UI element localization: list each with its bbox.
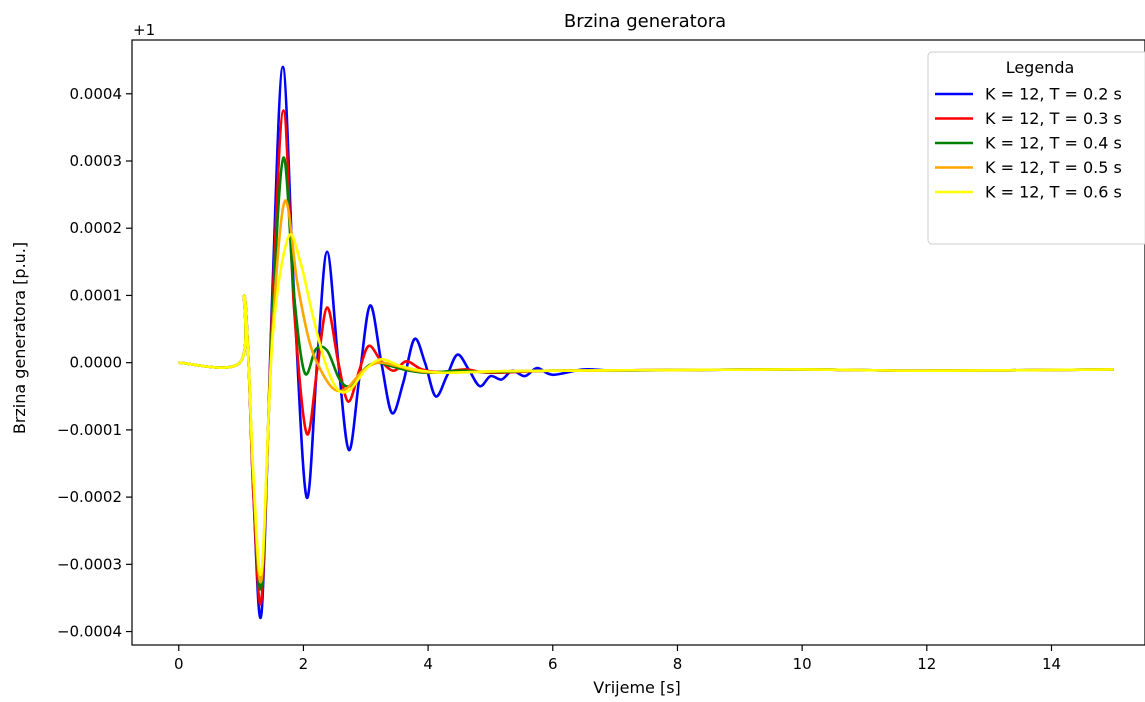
series-line-4	[178, 199, 1114, 584]
x-tick-label: 10	[793, 655, 812, 673]
plot-frame	[131, 39, 1145, 646]
x-tick-label: 4	[423, 655, 433, 673]
legend-label-4: K = 12, T = 0.5 s	[985, 158, 1122, 177]
legend-title: Legenda	[1006, 58, 1075, 77]
x-axis-title: Vrijeme [s]	[593, 678, 681, 697]
legend-label-3: K = 12, T = 0.4 s	[985, 134, 1122, 153]
y-tick-label: −0.0001	[57, 421, 122, 439]
y-tick-label: 0.0001	[70, 286, 123, 304]
y-tick-label: 0.0004	[70, 85, 123, 103]
plot-area	[178, 65, 1114, 620]
legend-label-2: K = 12, T = 0.3 s	[985, 109, 1122, 128]
legend-label-5: K = 12, T = 0.6 s	[985, 183, 1122, 202]
legend: Legenda K = 12, T = 0.2 s K = 12, T = 0.3 …	[927, 51, 1145, 245]
legend-label-1: K = 12, T = 0.2 s	[985, 85, 1122, 104]
x-tick-label: 14	[1042, 655, 1061, 673]
axis-ticks: 0 2 4 6 8 10 12 14 0.0004 0.0003 0.0002 0.0001 0.000…	[57, 85, 1061, 673]
x-tick-label: 6	[548, 655, 558, 673]
y-tick-label: 0.0000	[70, 354, 123, 372]
x-tick-label: 0	[174, 655, 184, 673]
y-tick-label: 0.0002	[70, 219, 123, 237]
y-tick-label: −0.0002	[57, 488, 122, 506]
chart-title: Brzina generatora	[564, 11, 726, 32]
y-offset-label: +1	[133, 21, 155, 39]
series-line-5	[178, 233, 1114, 576]
x-tick-label: 2	[299, 655, 309, 673]
y-tick-label: −0.0003	[57, 555, 122, 573]
x-tick-label: 12	[917, 655, 936, 673]
x-tick-label: 8	[673, 655, 683, 673]
y-tick-label: 0.0003	[70, 152, 123, 170]
y-tick-label: −0.0004	[57, 623, 122, 641]
y-axis-title: Brzina generatora [p.u.]	[10, 242, 29, 434]
legend-box	[927, 51, 1145, 245]
